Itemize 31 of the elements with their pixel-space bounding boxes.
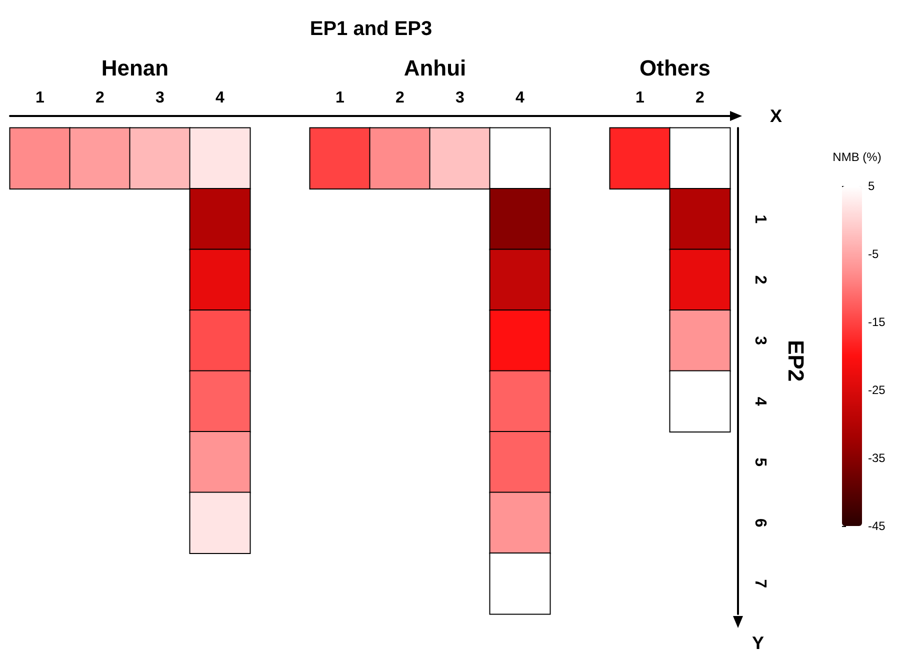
text: X (770, 106, 782, 126)
color-bar-label: -15 (868, 315, 886, 329)
x-tick-label: 1 (636, 90, 645, 106)
color-bar-label: 5 (868, 179, 875, 193)
x-tick-label: 3 (156, 90, 165, 106)
y-tick-label: 1 (752, 214, 768, 224)
text: Y (752, 633, 764, 652)
color-bar-label: -5 (868, 247, 879, 261)
y-tick-label: 2 (752, 275, 768, 284)
x-tick-label: 2 (696, 90, 705, 106)
text: Anhui (404, 56, 466, 80)
color-bar-label: -45 (868, 519, 886, 533)
y-tick-label: 3 (752, 336, 768, 346)
color-bar-title: NMB (%) (832, 150, 882, 164)
x-tick-label: 3 (456, 90, 465, 106)
color-bar-label: -25 (868, 383, 886, 397)
y-tick-label: 5 (752, 458, 768, 467)
y-axis-title: EP2 (784, 340, 808, 382)
text: Others (640, 56, 710, 80)
x-tick-label: 4 (516, 90, 525, 106)
y-tick-label: 4 (752, 396, 768, 406)
y-tick-label: 6 (752, 518, 768, 528)
color-bar-label: -35 (868, 451, 886, 465)
x-tick-label: 1 (36, 90, 45, 106)
y-tick-label: 7 (752, 579, 768, 588)
x-tick-label: 1 (336, 90, 345, 106)
x-tick-label: 2 (396, 90, 405, 106)
text: Henan (101, 56, 169, 80)
x-tick-label: 4 (216, 90, 225, 106)
x-axis-title: EP1 and EP3 (310, 18, 432, 40)
x-tick-label: 2 (96, 90, 105, 106)
